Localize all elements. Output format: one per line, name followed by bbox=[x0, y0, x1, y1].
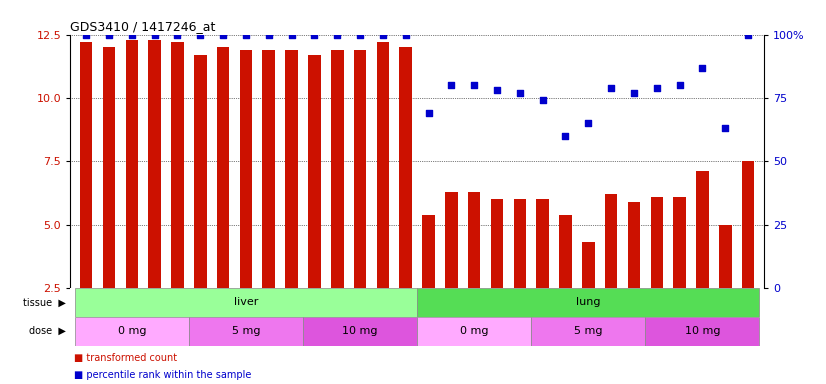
Text: tissue  ▶: tissue ▶ bbox=[23, 298, 66, 308]
Bar bbox=[628, 202, 640, 288]
Point bbox=[695, 65, 709, 71]
Point bbox=[536, 98, 549, 104]
Text: 0 mg: 0 mg bbox=[117, 326, 146, 336]
Point bbox=[422, 110, 435, 116]
Bar bbox=[645, 317, 759, 346]
Bar bbox=[171, 42, 183, 288]
Point bbox=[148, 31, 161, 38]
Point bbox=[742, 31, 755, 38]
Bar bbox=[696, 171, 709, 288]
Bar bbox=[149, 40, 161, 288]
Bar bbox=[742, 161, 754, 288]
Point bbox=[216, 31, 230, 38]
Bar bbox=[194, 55, 206, 288]
Bar bbox=[673, 197, 686, 288]
Bar bbox=[582, 242, 595, 288]
Point bbox=[308, 31, 321, 38]
Bar bbox=[417, 288, 759, 317]
Bar bbox=[217, 47, 230, 288]
Point bbox=[444, 82, 458, 88]
Point bbox=[330, 31, 344, 38]
Point bbox=[491, 87, 504, 93]
Bar bbox=[400, 47, 412, 288]
Point bbox=[126, 31, 139, 38]
Point bbox=[513, 90, 526, 96]
Bar bbox=[102, 47, 116, 288]
Point bbox=[650, 85, 663, 91]
Bar bbox=[331, 50, 344, 288]
Text: 5 mg: 5 mg bbox=[232, 326, 260, 336]
Point bbox=[79, 31, 93, 38]
Bar bbox=[126, 40, 138, 288]
Bar bbox=[719, 225, 732, 288]
Point bbox=[605, 85, 618, 91]
Point bbox=[468, 82, 481, 88]
Text: 5 mg: 5 mg bbox=[574, 326, 602, 336]
Point bbox=[673, 82, 686, 88]
Text: 0 mg: 0 mg bbox=[460, 326, 488, 336]
Text: ■ transformed count: ■ transformed count bbox=[74, 353, 178, 363]
Text: liver: liver bbox=[234, 297, 259, 308]
Text: lung: lung bbox=[576, 297, 601, 308]
Bar bbox=[189, 317, 303, 346]
Bar bbox=[559, 215, 572, 288]
Bar bbox=[536, 199, 549, 288]
Point bbox=[194, 31, 207, 38]
Point bbox=[719, 125, 732, 131]
Bar bbox=[651, 197, 663, 288]
Bar bbox=[75, 288, 417, 317]
Bar bbox=[80, 42, 93, 288]
Bar bbox=[285, 50, 298, 288]
Point bbox=[171, 31, 184, 38]
Bar bbox=[445, 192, 458, 288]
Point bbox=[559, 133, 572, 139]
Point bbox=[628, 90, 641, 96]
Bar bbox=[75, 317, 189, 346]
Text: GDS3410 / 1417246_at: GDS3410 / 1417246_at bbox=[70, 20, 216, 33]
Point bbox=[399, 31, 412, 38]
Point bbox=[262, 31, 275, 38]
Bar bbox=[514, 199, 526, 288]
Bar bbox=[308, 55, 320, 288]
Bar bbox=[422, 215, 434, 288]
Bar bbox=[468, 192, 481, 288]
Point bbox=[285, 31, 298, 38]
Bar bbox=[605, 194, 617, 288]
Bar bbox=[491, 199, 503, 288]
Bar bbox=[531, 317, 645, 346]
Text: 10 mg: 10 mg bbox=[342, 326, 377, 336]
Bar bbox=[263, 50, 275, 288]
Point bbox=[377, 31, 390, 38]
Bar bbox=[417, 317, 531, 346]
Point bbox=[582, 120, 595, 126]
Point bbox=[102, 31, 116, 38]
Text: ■ percentile rank within the sample: ■ percentile rank within the sample bbox=[74, 370, 252, 380]
Point bbox=[240, 31, 253, 38]
Text: dose  ▶: dose ▶ bbox=[29, 326, 66, 336]
Text: 10 mg: 10 mg bbox=[685, 326, 720, 336]
Bar bbox=[354, 50, 367, 288]
Bar bbox=[303, 317, 417, 346]
Bar bbox=[240, 50, 252, 288]
Point bbox=[354, 31, 367, 38]
Bar bbox=[377, 42, 389, 288]
